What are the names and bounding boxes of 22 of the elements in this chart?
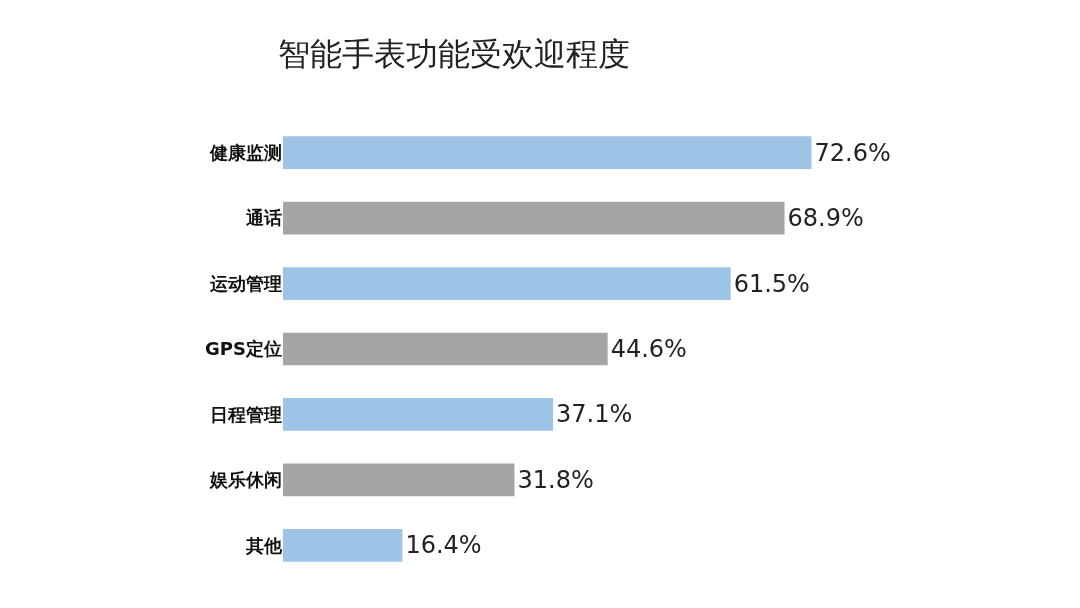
data-label: 37.1% [556, 400, 633, 429]
data-label: 31.8% [517, 465, 594, 494]
bar [283, 528, 403, 562]
data-label: 72.6% [814, 138, 891, 167]
data-label: 61.5% [733, 269, 810, 298]
bar [283, 398, 554, 431]
bar [283, 136, 812, 170]
data-label: 68.9% [787, 204, 864, 233]
data-label: 16.4% [405, 531, 482, 560]
y-tick-label: 其他 [245, 534, 283, 556]
y-tick-label: 健康监测 [209, 142, 282, 164]
bar [283, 332, 608, 366]
bar [283, 267, 731, 300]
y-tick-label: 日程管理 [210, 403, 282, 425]
y-tick-label: GPS定位 [205, 338, 282, 360]
bar [283, 463, 515, 497]
y-tick-label: 娱乐休闲 [209, 469, 282, 491]
y-tick-label: 运动管理 [209, 272, 282, 294]
y-tick-label: 通话 [245, 207, 282, 229]
chart-title: 智能手表功能受欢迎程度 [277, 34, 630, 73]
bar [283, 201, 785, 235]
data-label: 44.6% [610, 335, 687, 363]
